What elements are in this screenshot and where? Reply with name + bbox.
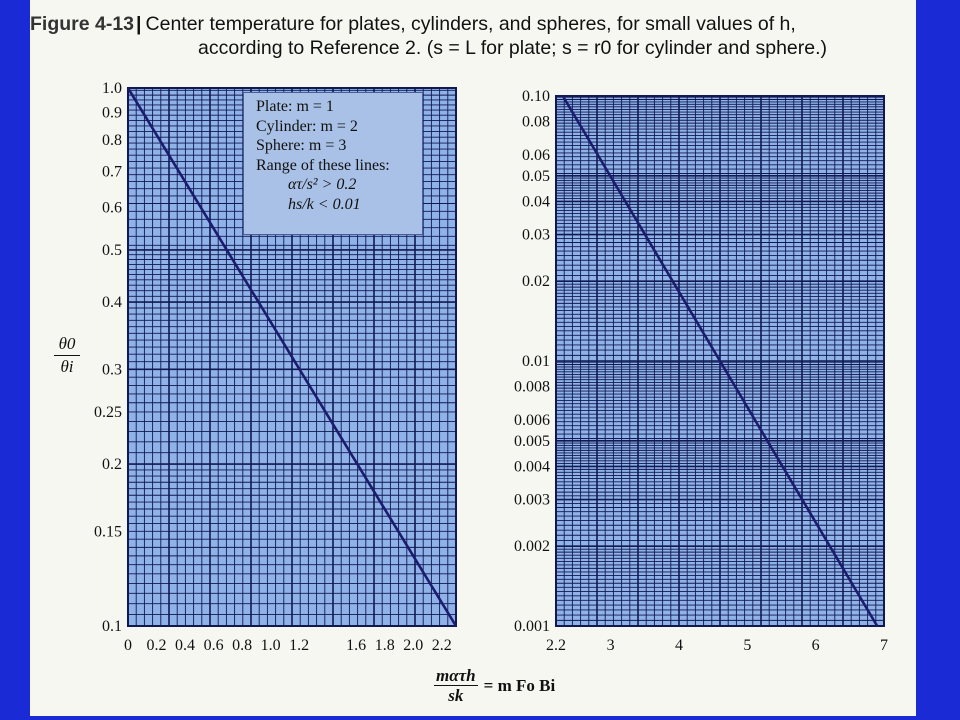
legend-sphere: Sphere: m = 3	[256, 137, 347, 154]
chart-2-x-tick-label: 2.2	[546, 637, 566, 654]
chart-1-x-tick-label: 1.0	[261, 637, 281, 654]
chart-2-x-tick-label: 6	[812, 637, 820, 654]
chart-2-y-tick-label: 0.008	[514, 379, 550, 396]
chart-2-y-tick-label: 0.005	[514, 433, 550, 450]
chart-1-y-tick-label: 0.1	[102, 618, 122, 635]
chart-1-y-tick-label: 0.9	[102, 105, 122, 122]
chart-2-x-tick-label: 7	[880, 637, 888, 654]
chart-1-y-tick-label: 0.8	[102, 132, 122, 149]
chart-2-y-tick-label: 0.01	[522, 353, 550, 370]
chart-2-x-tick-label: 3	[607, 637, 615, 654]
chart-2-y-tick-label: 0.004	[514, 458, 550, 475]
legend-plate: Plate: m = 1	[256, 98, 334, 115]
chart-1-series-line	[126, 87, 458, 627]
chart-2-x-tick-label: 4	[675, 637, 683, 654]
chart-1-x-tick-label: 2.2	[432, 637, 452, 654]
chart-1-y-tick-label: 0.25	[94, 404, 122, 421]
chart-2-y-tick-label: 0.002	[514, 538, 550, 555]
x-axis-label-rest: = m Fo Bi	[483, 675, 556, 695]
x-axis-label: mατh sk = m Fo Bi	[434, 666, 555, 705]
chart-2-x-tick-label: 5	[743, 637, 751, 654]
legend-condition-1: ατ/s² > 0.2	[288, 176, 357, 193]
chart-1-x-tick-label: 1.2	[289, 637, 309, 654]
y-axis-label: θ0 θi	[52, 334, 82, 377]
chart-1-x-tick-label: 1.6	[346, 637, 366, 654]
chart-1-x-tick-label: 0.8	[232, 637, 252, 654]
figure-caption: Figure 4-13 | Center temperature for plate…	[30, 13, 828, 59]
chart-1-y-tick-label: 0.15	[94, 523, 122, 540]
x-axis-label-denominator: sk	[448, 686, 464, 705]
chart-2-plot-border	[555, 95, 885, 627]
chart-1-y-tick-label: 0.7	[102, 163, 122, 180]
chart-1-x-tick-label: 0.4	[175, 637, 195, 654]
legend-box: Plate: m = 1 Cylinder: m = 2 Sphere: m =…	[243, 92, 423, 235]
chart-1-plot-border	[127, 87, 457, 627]
chart-2-y-tick-label: 0.003	[514, 492, 550, 509]
chart-1-x-tick-label: 1.8	[375, 637, 395, 654]
caption-line-2: according to Reference 2. (s = L for pla…	[198, 37, 828, 59]
chart-1-x-tick-label: 0	[124, 637, 132, 654]
chart-1-x-tick-label: 0.6	[204, 637, 224, 654]
figure-label: Figure 4-13	[30, 13, 135, 35]
chart-1-y-tick-label: 0.2	[102, 456, 122, 473]
legend-condition-2: hs/k < 0.01	[288, 195, 361, 213]
y-axis-label-numerator: θ0	[58, 334, 76, 353]
chart-2-y-tick-label: 0.006	[514, 412, 550, 429]
chart-1-x-tick-label: 2.0	[403, 637, 423, 654]
chart-2-y-tick-label: 0.02	[522, 273, 550, 290]
chart-2-y-tick-label: 0.04	[522, 193, 550, 210]
x-axis-label-numerator: mατh	[434, 666, 478, 686]
chart-2-y-tick-label: 0.03	[522, 227, 550, 244]
chart-2-series-line	[561, 95, 879, 627]
chart-1-y-tick-label: 0.3	[102, 361, 122, 378]
legend-cylinder: Cylinder: m = 2	[256, 117, 358, 135]
chart-2-y-tick-label: 0.06	[522, 147, 550, 164]
chart-2-y-tick-label: 0.08	[522, 114, 550, 131]
chart-1-y-tick-label: 0.5	[102, 242, 122, 259]
chart-2-y-tick-label: 0.05	[522, 168, 550, 185]
chart-1-y-tick-label: 1.0	[102, 80, 122, 97]
caption-line-1: Center temperature for plates, cylinders…	[145, 13, 796, 35]
chart-2-y-tick-label: 0.001	[514, 618, 550, 635]
y-axis-label-denominator: θi	[60, 357, 74, 376]
chart-1-y-tick-label: 0.4	[102, 294, 122, 311]
chart-1-x-tick-label: 0.2	[147, 637, 167, 654]
legend-range-title: Range of these lines:	[256, 156, 390, 174]
chart-1-y-tick-label: 0.6	[102, 199, 122, 216]
chart-2-y-tick-label: 0.10	[522, 88, 550, 105]
